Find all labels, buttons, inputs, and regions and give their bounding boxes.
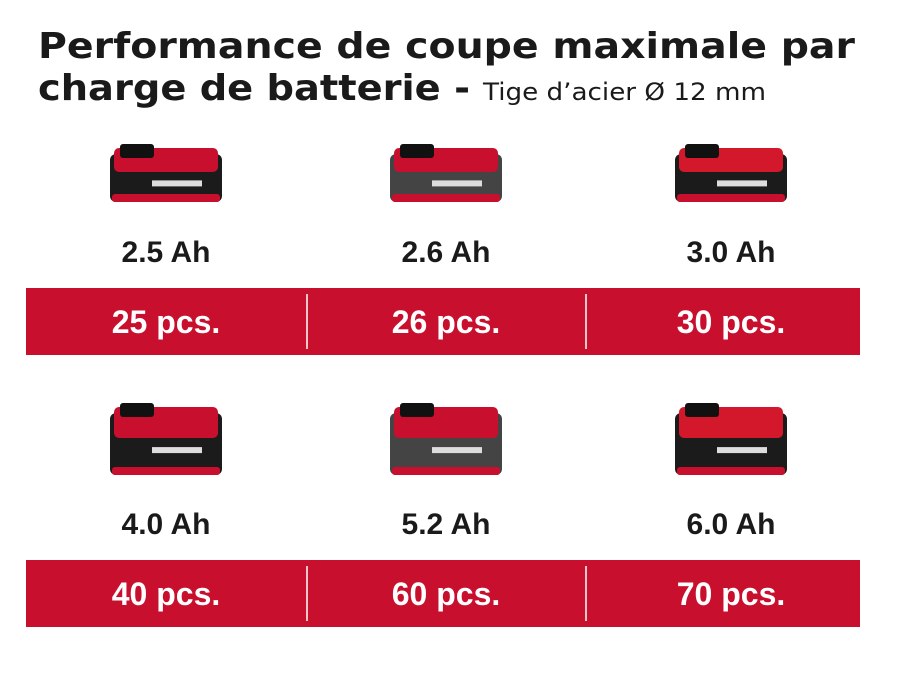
count-band [26, 288, 860, 355]
title-line: charge de batterie - [38, 68, 470, 109]
battery-image [675, 144, 787, 202]
battery-latch [685, 403, 719, 417]
battery-image [675, 403, 787, 475]
subtitle: Tige d’acier Ø 12 mm [482, 78, 766, 106]
battery-latch [685, 144, 719, 158]
battery-capacity: 4.0 Ah [122, 508, 211, 541]
battery-grid: 2.5 Ah 25 pcs. 2.6 Ah 26 pcs. 3.0 Ah 30 pcs. 4… [26, 144, 860, 627]
battery-latch [120, 144, 154, 158]
battery-base [112, 467, 220, 475]
title-line: Performance de coupe maximale par [38, 26, 855, 67]
battery-capacity: 6.0 Ah [687, 508, 776, 541]
battery-base [392, 467, 500, 475]
cut-count: 60 pcs. [392, 576, 501, 612]
battery-base [392, 194, 500, 202]
cut-count: 25 pcs. [112, 304, 221, 340]
battery-image [110, 144, 222, 202]
battery-base [677, 467, 785, 475]
cut-count: 70 pcs. [677, 576, 786, 612]
count-band [26, 560, 860, 627]
cut-count: 30 pcs. [677, 304, 786, 340]
battery-label [152, 447, 202, 454]
cut-count: 40 pcs. [112, 576, 221, 612]
battery-label [432, 180, 482, 187]
battery-label [152, 180, 202, 187]
battery-latch [400, 144, 434, 158]
battery-base [677, 194, 785, 202]
battery-capacity: 2.6 Ah [402, 236, 491, 269]
battery-image [390, 403, 502, 475]
cut-count: 26 pcs. [392, 304, 501, 340]
battery-capacity: 3.0 Ah [687, 236, 776, 269]
battery-image [390, 144, 502, 202]
battery-latch [120, 403, 154, 417]
battery-label [432, 447, 482, 454]
battery-latch [400, 403, 434, 417]
battery-capacity: 5.2 Ah [402, 508, 491, 541]
battery-base [112, 194, 220, 202]
battery-label [717, 447, 767, 454]
battery-capacity: 2.5 Ah [122, 236, 211, 269]
battery-image [110, 403, 222, 475]
battery-label [717, 180, 767, 187]
